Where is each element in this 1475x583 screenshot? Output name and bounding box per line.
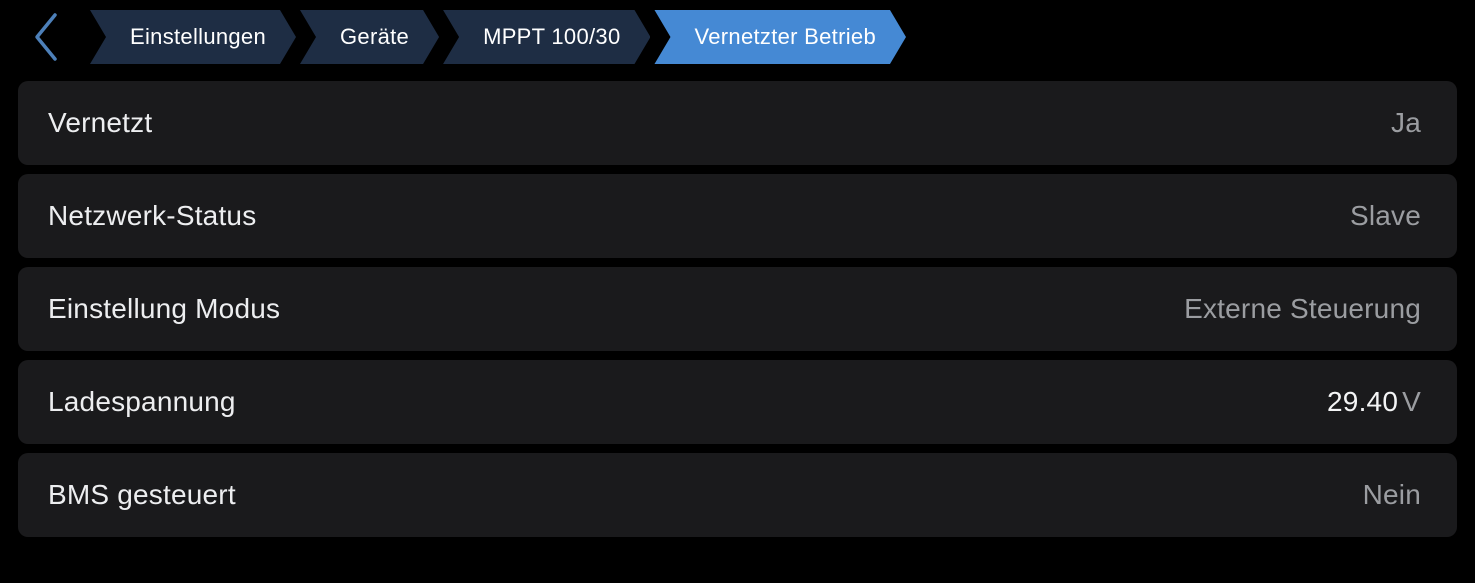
row-value-number: 29.40 (1327, 386, 1399, 417)
row-value: 29.40 V (1327, 386, 1421, 418)
settings-list: Vernetzt Ja Netzwerk-Status Slave Einste… (0, 74, 1475, 537)
row-value: Ja (1391, 107, 1421, 138)
row-label: Netzwerk-Status (48, 200, 257, 231)
breadcrumb: Einstellungen Geräte MPPT 100/30 Vernetz… (90, 10, 906, 64)
settings-row-netzwerk-status[interactable]: Netzwerk-Status Slave (18, 174, 1457, 258)
breadcrumb-label: Vernetzter Betrieb (694, 24, 876, 49)
row-value-unit: V (1402, 386, 1421, 417)
settings-row-einstellung-modus[interactable]: Einstellung Modus Externe Steuerung (18, 267, 1457, 351)
back-button[interactable] (14, 8, 76, 66)
breadcrumb-item-geraete[interactable]: Geräte (300, 10, 439, 64)
breadcrumb-item-mppt-100-30[interactable]: MPPT 100/30 (443, 10, 650, 64)
breadcrumb-item-vernetzter-betrieb[interactable]: Vernetzter Betrieb (654, 10, 906, 64)
breadcrumb-label: Geräte (340, 24, 410, 49)
row-label: Vernetzt (48, 107, 153, 138)
breadcrumb-item-einstellungen[interactable]: Einstellungen (90, 10, 296, 64)
settings-row-vernetzt[interactable]: Vernetzt Ja (18, 81, 1457, 165)
breadcrumb-label: Einstellungen (130, 24, 266, 49)
row-label: BMS gesteuert (48, 479, 236, 510)
row-value: Nein (1362, 479, 1421, 510)
row-label: Ladespannung (48, 386, 236, 417)
row-value: Externe Steuerung (1184, 293, 1421, 324)
row-value: Slave (1349, 200, 1421, 231)
settings-row-ladespannung[interactable]: Ladespannung 29.40 V (18, 360, 1457, 444)
settings-row-bms-gesteuert[interactable]: BMS gesteuert Nein (18, 453, 1457, 537)
breadcrumb-label: MPPT 100/30 (483, 24, 621, 49)
breadcrumb-bar: Einstellungen Geräte MPPT 100/30 Vernetz… (0, 0, 1475, 74)
chevron-left-icon (31, 12, 59, 62)
row-label: Einstellung Modus (48, 293, 281, 324)
